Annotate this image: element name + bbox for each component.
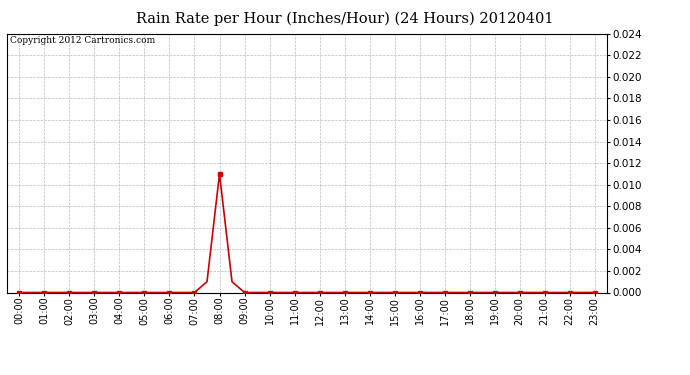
Text: Rain Rate per Hour (Inches/Hour) (24 Hours) 20120401: Rain Rate per Hour (Inches/Hour) (24 Hou… — [136, 11, 554, 26]
Text: Copyright 2012 Cartronics.com: Copyright 2012 Cartronics.com — [10, 36, 155, 45]
